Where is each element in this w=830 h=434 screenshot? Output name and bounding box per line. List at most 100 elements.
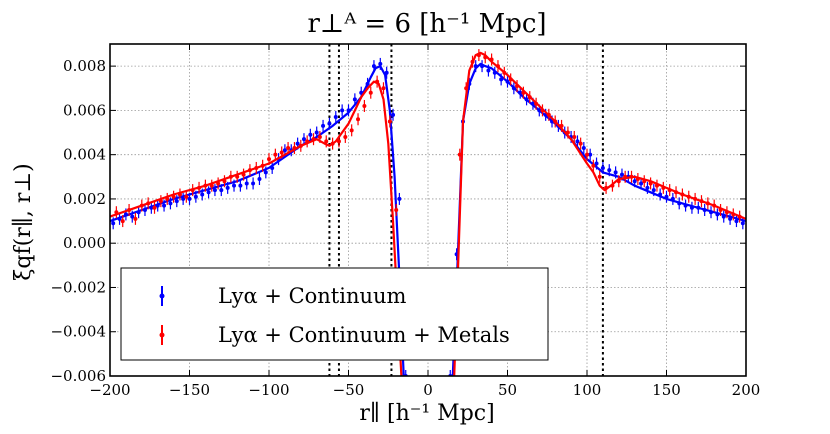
data-point bbox=[212, 188, 217, 193]
legend-dot-continuum bbox=[159, 293, 165, 299]
data-point bbox=[384, 70, 389, 75]
data-point bbox=[648, 181, 653, 186]
x-tick-label: 50 bbox=[498, 381, 517, 399]
data-point bbox=[591, 163, 596, 168]
data-point bbox=[177, 192, 182, 197]
data-point bbox=[352, 97, 357, 102]
data-point bbox=[330, 141, 335, 146]
data-point bbox=[480, 64, 485, 69]
data-point bbox=[247, 168, 252, 173]
data-point bbox=[114, 210, 119, 215]
data-point bbox=[394, 208, 399, 212]
data-point bbox=[699, 199, 704, 204]
data-point bbox=[740, 221, 745, 226]
data-point bbox=[670, 196, 675, 201]
legend-dot-metals bbox=[159, 332, 165, 338]
data-point bbox=[495, 64, 500, 69]
data-point bbox=[508, 77, 513, 82]
data-point bbox=[718, 208, 723, 212]
data-point bbox=[311, 137, 316, 142]
data-point bbox=[524, 97, 529, 102]
data-point bbox=[375, 79, 380, 84]
data-point bbox=[286, 146, 291, 151]
data-point bbox=[683, 203, 688, 208]
data-point bbox=[254, 165, 259, 170]
y-tick-label: −0.006 bbox=[50, 367, 106, 385]
data-point bbox=[667, 188, 672, 193]
legend-box bbox=[120, 267, 549, 361]
data-point bbox=[505, 79, 510, 84]
series-0 bbox=[110, 57, 746, 376]
data-point bbox=[457, 152, 462, 157]
data-point bbox=[197, 185, 202, 190]
data-point bbox=[546, 112, 551, 117]
data-point bbox=[623, 174, 628, 179]
x-tick-label: −150 bbox=[169, 381, 210, 399]
data-point bbox=[308, 132, 313, 137]
data-point bbox=[642, 179, 647, 184]
data-point bbox=[693, 196, 698, 201]
data-point bbox=[228, 174, 233, 179]
data-point bbox=[709, 210, 714, 215]
data-point bbox=[664, 194, 669, 199]
data-point bbox=[142, 208, 147, 212]
data-point bbox=[190, 188, 195, 193]
data-point bbox=[464, 86, 469, 91]
data-point bbox=[734, 219, 739, 224]
data-point bbox=[476, 53, 481, 58]
data-point bbox=[111, 221, 116, 226]
data-point bbox=[680, 192, 685, 197]
data-point bbox=[349, 128, 354, 133]
data-point bbox=[686, 194, 691, 199]
data-point bbox=[203, 183, 208, 188]
data-point bbox=[241, 172, 246, 177]
data-point bbox=[470, 59, 475, 64]
data-point bbox=[120, 219, 125, 224]
y-tick-label: 0.002 bbox=[63, 190, 106, 208]
data-point bbox=[346, 108, 351, 113]
data-point bbox=[362, 103, 367, 108]
data-point bbox=[534, 101, 539, 106]
data-point bbox=[616, 179, 621, 184]
data-point bbox=[677, 201, 682, 206]
data-point bbox=[518, 90, 523, 95]
data-point bbox=[559, 123, 564, 128]
data-point bbox=[572, 134, 577, 139]
legend-entry-continuum: Lyα + Continuum bbox=[159, 284, 407, 308]
x-tick-label: −50 bbox=[333, 381, 365, 399]
data-point bbox=[645, 185, 650, 190]
data-point bbox=[585, 152, 589, 157]
data-point bbox=[187, 196, 192, 201]
data-point bbox=[152, 205, 157, 210]
data-point bbox=[378, 61, 383, 66]
data-point bbox=[651, 188, 656, 193]
data-point bbox=[251, 181, 256, 186]
axis-ticks: −200 −150 −100 −50 0 50 100 150 200 −0.006 −0.004 −… bbox=[50, 44, 760, 399]
x-axis-label: r∥ [h⁻¹ Mpc] bbox=[359, 401, 494, 426]
x-tick-label: 200 bbox=[732, 381, 761, 399]
data-point bbox=[613, 170, 618, 175]
data-point bbox=[600, 165, 605, 170]
series-layer bbox=[110, 49, 746, 376]
data-point bbox=[222, 179, 227, 184]
data-point bbox=[174, 199, 179, 204]
y-tick-label: −0.002 bbox=[50, 278, 106, 296]
data-point bbox=[171, 194, 176, 199]
data-point bbox=[515, 84, 520, 89]
data-point bbox=[492, 70, 497, 75]
data-point bbox=[193, 194, 198, 199]
data-point bbox=[610, 183, 615, 188]
data-point bbox=[578, 141, 583, 146]
data-point bbox=[486, 68, 491, 73]
legend-label-metals: Lyα + Continuum + Metals bbox=[218, 323, 510, 347]
data-point bbox=[565, 130, 570, 135]
data-point bbox=[619, 172, 624, 177]
data-point bbox=[200, 192, 205, 197]
data-point bbox=[321, 123, 326, 128]
data-point bbox=[387, 119, 392, 124]
data-point bbox=[130, 214, 135, 219]
x-tick-label: −200 bbox=[89, 381, 130, 399]
data-point bbox=[139, 203, 144, 208]
data-point bbox=[282, 148, 287, 153]
